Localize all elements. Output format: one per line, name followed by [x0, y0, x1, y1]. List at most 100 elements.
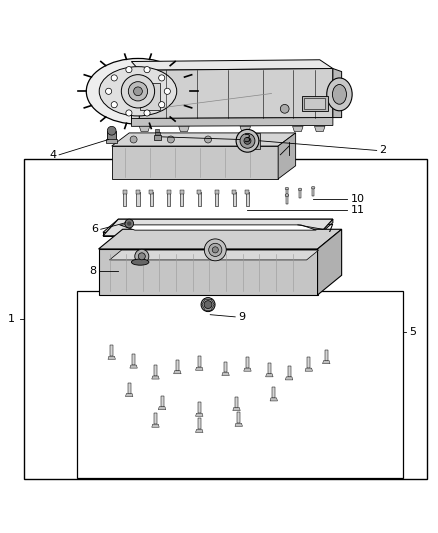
Polygon shape	[195, 367, 203, 370]
Polygon shape	[333, 69, 342, 118]
Circle shape	[144, 67, 150, 72]
Circle shape	[204, 239, 226, 261]
Ellipse shape	[99, 67, 177, 116]
Polygon shape	[166, 190, 170, 194]
Bar	[325, 350, 328, 361]
Text: 8: 8	[89, 266, 96, 276]
Circle shape	[125, 219, 134, 228]
Circle shape	[204, 301, 212, 309]
Ellipse shape	[298, 188, 302, 191]
Polygon shape	[270, 398, 277, 401]
Polygon shape	[195, 430, 203, 432]
Circle shape	[159, 102, 165, 108]
Bar	[155, 132, 160, 135]
Circle shape	[106, 88, 112, 94]
Circle shape	[127, 221, 131, 226]
Polygon shape	[112, 146, 278, 179]
Bar	[167, 192, 170, 206]
Bar	[307, 357, 310, 368]
Text: 6: 6	[92, 224, 99, 235]
Polygon shape	[318, 229, 342, 295]
Bar	[215, 192, 218, 206]
Bar	[180, 192, 183, 206]
Polygon shape	[123, 190, 127, 194]
Text: 10: 10	[350, 193, 364, 204]
Ellipse shape	[131, 259, 149, 265]
Ellipse shape	[332, 85, 346, 104]
Bar	[286, 189, 288, 197]
Bar	[160, 395, 163, 407]
Bar	[198, 402, 201, 413]
Polygon shape	[180, 190, 184, 194]
Polygon shape	[152, 376, 159, 379]
Polygon shape	[233, 190, 237, 194]
Bar	[312, 188, 314, 197]
Polygon shape	[243, 133, 260, 149]
Text: 3: 3	[243, 134, 250, 144]
Bar	[154, 135, 161, 140]
Bar	[154, 365, 157, 376]
Circle shape	[167, 136, 174, 143]
Bar	[154, 413, 157, 424]
Circle shape	[159, 75, 165, 81]
Bar	[155, 130, 159, 133]
Polygon shape	[197, 190, 201, 194]
Text: 5: 5	[410, 327, 417, 337]
Circle shape	[128, 82, 148, 101]
Polygon shape	[322, 361, 330, 364]
Bar	[149, 192, 152, 206]
Polygon shape	[235, 423, 243, 426]
Polygon shape	[244, 368, 251, 371]
Bar	[246, 357, 249, 368]
Polygon shape	[108, 356, 116, 359]
Polygon shape	[233, 408, 240, 410]
Polygon shape	[103, 219, 333, 236]
Bar	[302, 96, 328, 111]
Text: 2: 2	[379, 146, 386, 156]
Polygon shape	[99, 249, 318, 295]
Bar	[137, 192, 139, 206]
Polygon shape	[173, 371, 181, 374]
Bar	[268, 363, 271, 374]
Circle shape	[212, 247, 218, 253]
Polygon shape	[195, 413, 203, 416]
Circle shape	[111, 102, 117, 108]
Polygon shape	[222, 373, 230, 376]
Circle shape	[107, 126, 116, 135]
Polygon shape	[245, 190, 249, 194]
Polygon shape	[240, 126, 251, 132]
Circle shape	[244, 138, 251, 144]
Bar	[299, 189, 301, 198]
Bar	[304, 98, 325, 109]
Text: 9: 9	[239, 312, 246, 322]
Polygon shape	[318, 219, 333, 236]
Circle shape	[236, 130, 259, 152]
Polygon shape	[305, 368, 312, 371]
Polygon shape	[293, 126, 303, 132]
Bar	[124, 192, 126, 206]
Polygon shape	[131, 70, 139, 122]
Bar	[198, 418, 201, 430]
Polygon shape	[139, 69, 333, 118]
Bar	[287, 366, 291, 377]
Ellipse shape	[285, 187, 289, 190]
Ellipse shape	[327, 78, 352, 111]
Bar	[286, 195, 288, 204]
Polygon shape	[131, 118, 333, 126]
Polygon shape	[103, 219, 333, 232]
Ellipse shape	[86, 59, 190, 124]
Polygon shape	[136, 190, 140, 194]
Bar	[77, 292, 403, 478]
Bar	[224, 361, 227, 373]
Bar	[132, 354, 135, 365]
Circle shape	[201, 297, 215, 312]
Circle shape	[240, 133, 255, 148]
Circle shape	[126, 110, 132, 116]
Circle shape	[135, 249, 149, 263]
Polygon shape	[103, 232, 318, 236]
Bar	[235, 397, 238, 408]
Polygon shape	[120, 225, 316, 230]
Polygon shape	[314, 126, 325, 132]
Circle shape	[126, 67, 132, 72]
Circle shape	[208, 243, 222, 256]
